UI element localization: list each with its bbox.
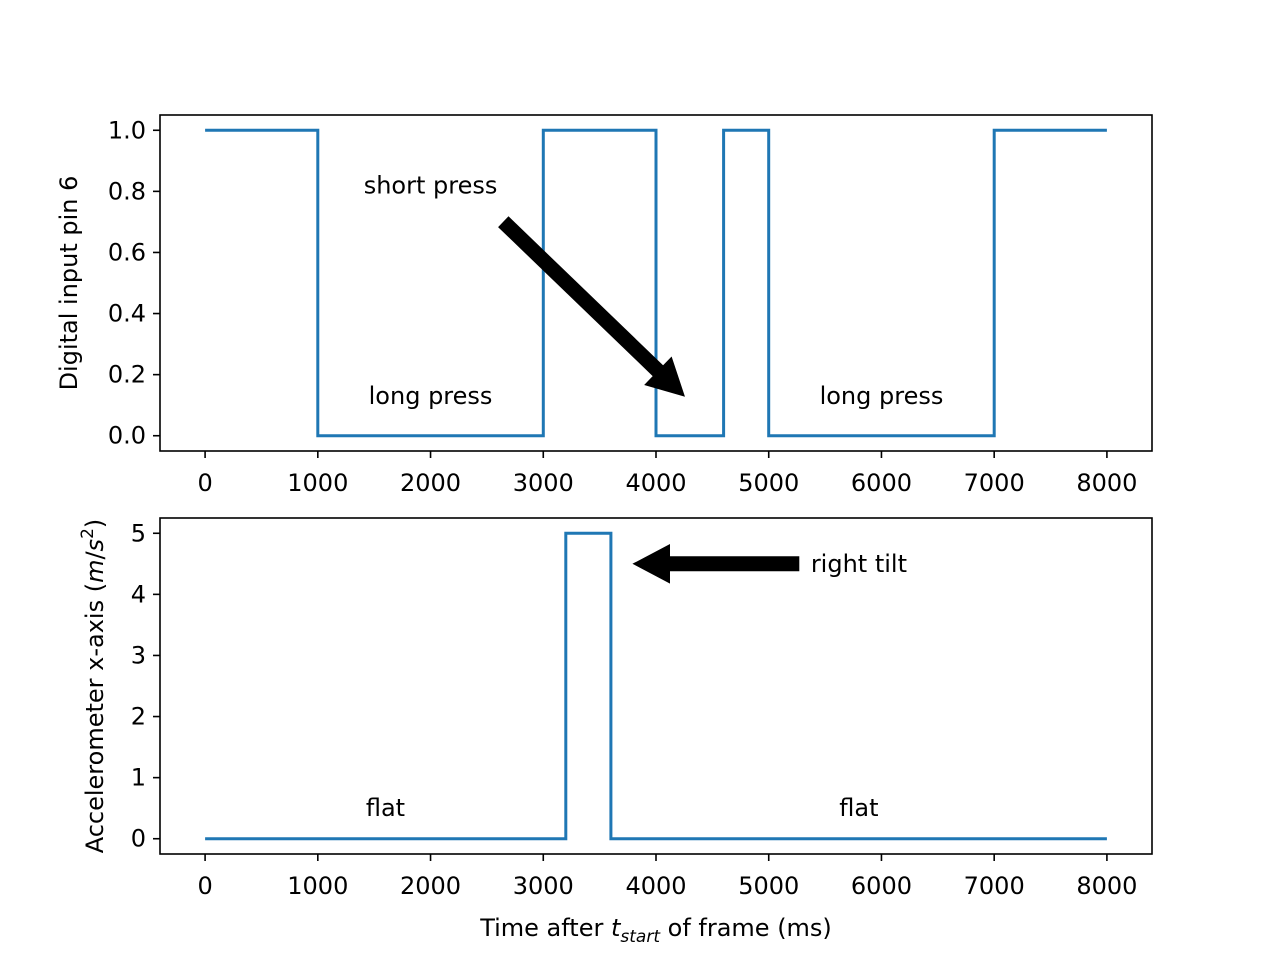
top-panel-x-ticks: 0 1000 2000 3000 4000 5000 6000 7000 8000 [197, 451, 1137, 497]
annotation-arrow [632, 543, 800, 584]
y-tick-label: 1 [131, 764, 146, 792]
y-tick-label: 0.6 [108, 238, 146, 266]
y-tick-label: 5 [131, 519, 146, 547]
annotation-label: flat [366, 794, 405, 822]
annotation-label: long press [820, 382, 944, 410]
annotation-label: long press [369, 382, 493, 410]
top-panel-y-axis-label: Digital input pin 6 [55, 176, 83, 391]
x-tick-label: 2000 [400, 469, 461, 497]
annotation-label: short press [364, 171, 498, 199]
x-tick-label: 5000 [738, 872, 799, 900]
x-tick-label: 6000 [851, 469, 912, 497]
x-tick-label: 8000 [1076, 872, 1137, 900]
y-tick-label: 0 [131, 825, 146, 853]
y-tick-label: 1.0 [108, 116, 146, 144]
bottom-panel-accelerometer: 0 1000 2000 3000 4000 5000 6000 7000 8000 0 1 2 3 4 5… [78, 517, 1153, 947]
bottom-panel-x-axis-label: Time after tstart of frame (ms) [479, 914, 832, 947]
y-tick-label: 4 [131, 580, 146, 608]
top-panel-digital-input: 0 1000 2000 3000 4000 5000 6000 7000 8000 0.0 0.2… [55, 114, 1153, 497]
bottom-panel-annotations: flat right tilt flat [366, 543, 907, 822]
x-tick-label: 7000 [964, 872, 1025, 900]
x-tick-label: 6000 [851, 872, 912, 900]
annotation-arrow [498, 216, 685, 397]
series-line [205, 531, 1107, 841]
x-tick-label: 4000 [625, 872, 686, 900]
x-tick-label: 2000 [400, 872, 461, 900]
x-tick-label: 3000 [513, 469, 574, 497]
y-tick-label: 3 [131, 641, 146, 669]
bottom-panel-marks [205, 531, 1107, 841]
top-panel-marks [205, 128, 1107, 438]
series-line [205, 128, 1107, 438]
x-tick-label: 1000 [287, 872, 348, 900]
y-tick-label: 2 [131, 703, 146, 731]
bottom-panel-x-ticks: 0 1000 2000 3000 4000 5000 6000 7000 8000 [197, 854, 1137, 900]
y-tick-label: 0.4 [108, 300, 146, 328]
bottom-panel-y-axis-label: Accelerometer x-axis (m/s2) [78, 519, 109, 854]
x-tick-label: 8000 [1076, 469, 1137, 497]
y-tick-label: 0.8 [108, 177, 146, 205]
x-tick-label: 1000 [287, 469, 348, 497]
x-tick-label: 4000 [625, 469, 686, 497]
annotation-label: right tilt [811, 550, 907, 578]
x-tick-label: 0 [197, 872, 212, 900]
bottom-panel-y-ticks: 0 1 2 3 4 5 [131, 519, 160, 853]
top-panel-y-ticks: 0.0 0.2 0.4 0.6 0.8 1.0 [108, 116, 160, 450]
y-tick-label: 0.2 [108, 361, 146, 389]
x-tick-label: 5000 [738, 469, 799, 497]
x-tick-label: 0 [197, 469, 212, 497]
annotation-label: flat [839, 794, 878, 822]
x-tick-label: 7000 [964, 469, 1025, 497]
y-tick-label: 0.0 [108, 422, 146, 450]
top-panel-annotations: long press short press long press [364, 171, 944, 410]
x-tick-label: 3000 [513, 872, 574, 900]
